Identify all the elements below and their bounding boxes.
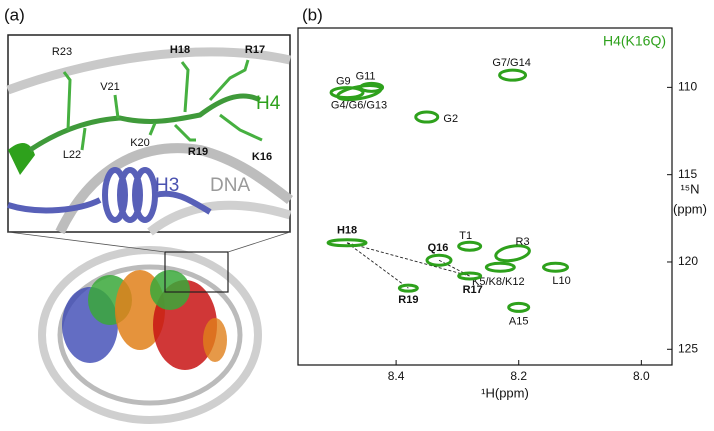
h4-ribbon [8,143,35,175]
helix-label: H4 [256,93,281,114]
residue-label: L22 [63,149,81,161]
peak-label: L10 [552,275,570,287]
y-tick-label: 115 [678,167,697,181]
peak [457,240,483,252]
dna-strand [55,143,294,235]
chart-title: H4(K16Q) [603,33,666,49]
peak [542,261,570,273]
dna-strand [147,200,292,236]
side-chains [62,59,263,151]
y-tick-label: 110 [678,80,697,94]
peak-label: A15 [509,315,529,327]
peak-label: K5/K8/K12 [472,276,525,288]
residue-label: R19 [188,146,208,158]
peak [507,301,531,313]
peak-label: T1 [459,230,472,242]
residue-label: R17 [245,44,265,56]
connection [346,242,409,289]
peak-label: G9 [336,76,351,88]
peak-label: G11 [356,70,376,82]
residue-label: K16 [252,151,272,163]
h3-helix [7,167,212,223]
y-axis-unit: (ppm) [673,201,707,216]
plot-frame [297,27,673,366]
peak [397,283,419,293]
peak [494,244,531,263]
panel-label: (a) [4,5,25,24]
helix-label: H3 [155,175,179,196]
peak-label: R19 [398,294,418,306]
residue-label: H18 [170,44,190,56]
x-tick-label: 8.4 [388,369,405,383]
connection [438,259,470,277]
panel-label: (b) [302,5,323,24]
peak [425,253,453,267]
y-axis-label: ¹⁵N [680,181,699,196]
inset [6,34,294,236]
peak-label: R3 [516,236,530,248]
nucleosome [7,231,291,424]
peak-label: Q16 [428,242,449,254]
peak [414,110,440,124]
x-tick-label: 8.0 [633,369,650,383]
peak [457,271,483,281]
h4-ribbon [28,93,262,153]
peak-label: G4/G6/G13 [331,100,387,112]
peak [329,86,365,100]
peak-label: H18 [337,225,357,237]
peak [326,238,368,248]
peak-label: R17 [463,284,483,296]
dna-strand [6,47,291,95]
x-axis-label: ¹H(ppm) [481,385,529,400]
residue-label: K20 [130,137,150,149]
peak [498,68,528,82]
residue-label: V21 [100,81,120,93]
y-tick-label: 120 [678,254,698,268]
residue-label: R23 [52,46,72,58]
x-tick-label: 8.2 [510,369,527,383]
y-tick-label: 125 [678,341,698,355]
peak-label: G2 [443,113,458,125]
peak [484,261,516,273]
dna-label: DNA [210,175,250,196]
peak [359,81,385,93]
connection [346,242,470,277]
peak-label: G7/G14 [492,57,531,69]
